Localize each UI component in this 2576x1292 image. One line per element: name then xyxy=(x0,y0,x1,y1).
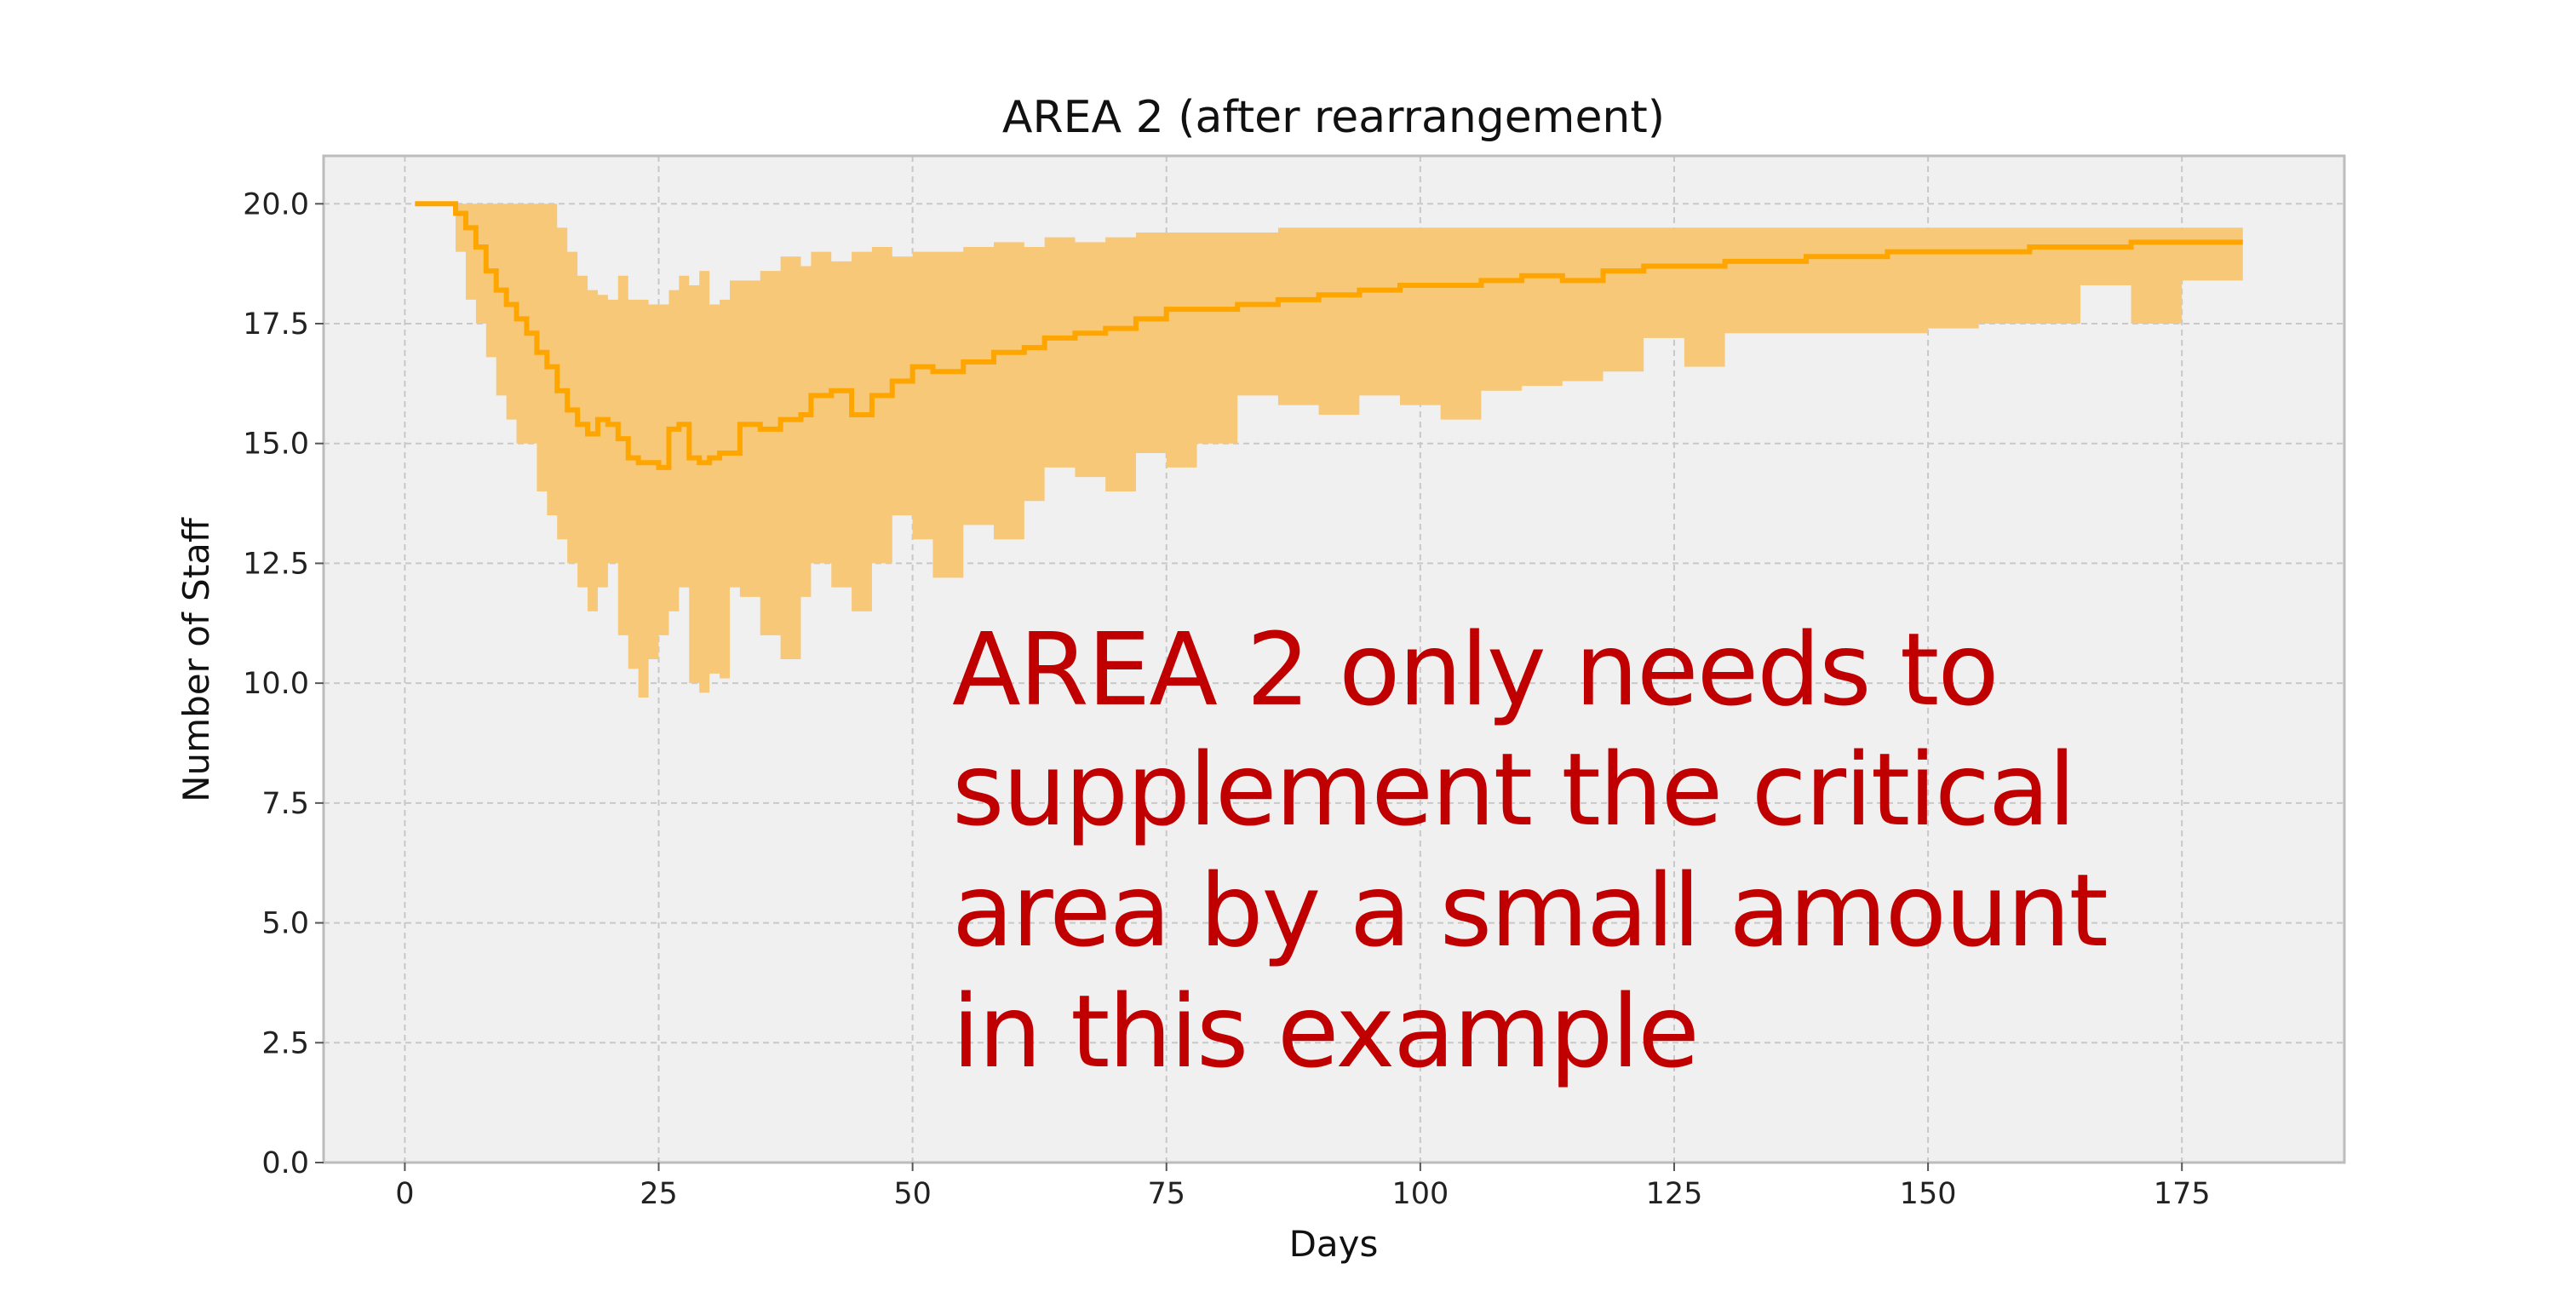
x-tick-label: 175 xyxy=(2154,1177,2211,1211)
x-axis-label: Days xyxy=(1289,1223,1379,1265)
y-tick-label: 15.0 xyxy=(243,428,309,462)
annotation-line-4: in this example xyxy=(952,973,1698,1090)
annotation-line-2: supplement the critical xyxy=(952,731,2074,848)
y-tick-label: 0.0 xyxy=(261,1146,309,1180)
y-tick-label: 5.0 xyxy=(261,907,309,941)
y-tick-label: 10.0 xyxy=(243,667,309,701)
median-line xyxy=(415,201,2243,470)
annotation-line-1: AREA 2 only needs to xyxy=(952,611,1998,728)
x-tick-label: 150 xyxy=(1900,1177,1957,1211)
y-axis-label: Number of Staff xyxy=(175,517,217,802)
x-tick-label: 75 xyxy=(1147,1177,1185,1211)
x-tick-label: 25 xyxy=(640,1177,678,1211)
chart-title: AREA 2 (after rearrangement) xyxy=(1002,92,1665,143)
y-tick-label: 12.5 xyxy=(243,547,309,581)
staff-median-line xyxy=(415,201,2243,470)
y-tick-label: 2.5 xyxy=(261,1026,309,1060)
y-tick-label: 20.0 xyxy=(243,187,309,221)
y-tick-label: 7.5 xyxy=(261,787,309,821)
range-band xyxy=(415,204,2243,698)
annotation-line-3: area by a small amount xyxy=(952,852,2107,969)
y-tick-label: 17.5 xyxy=(243,307,309,342)
plot-frame xyxy=(322,154,2346,1164)
x-tick-label: 100 xyxy=(1391,1177,1449,1211)
staff-range-band xyxy=(415,204,2243,698)
x-tick-label: 0 xyxy=(395,1177,414,1211)
x-tick-label: 50 xyxy=(893,1177,932,1211)
ticks: 0 25 50 75 100 125 150 175 0.0 2.5 5.0 7.5 10.0 12.5 1… xyxy=(243,187,2211,1211)
annotation: AREA 2 only needs to supplement the crit… xyxy=(952,611,2108,1090)
x-tick-label: 125 xyxy=(1646,1177,1703,1211)
